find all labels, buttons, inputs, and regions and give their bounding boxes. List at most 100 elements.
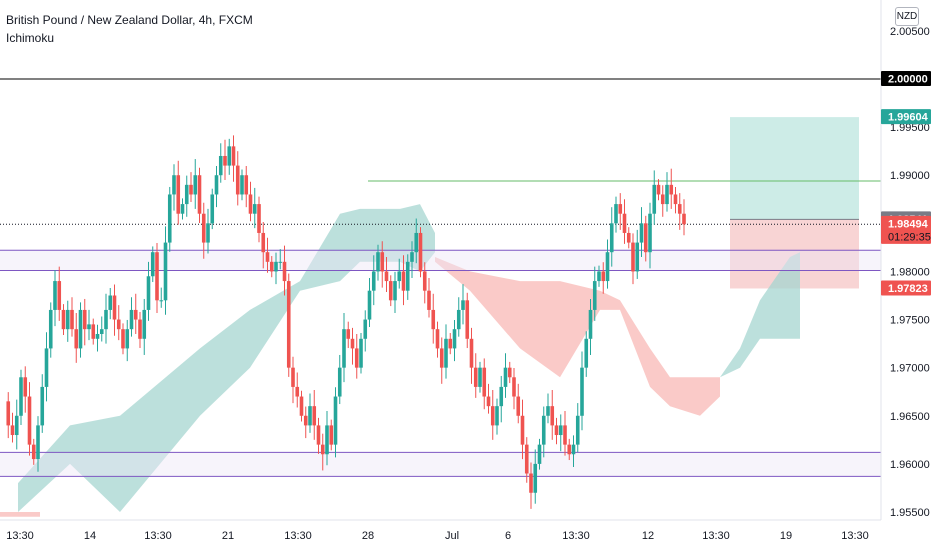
price-tag-tp[interactable]: 1.99604 <box>881 109 931 125</box>
candle[interactable] <box>682 199 686 236</box>
candle[interactable] <box>435 321 440 358</box>
candle[interactable] <box>48 302 53 358</box>
candle[interactable] <box>82 298 87 346</box>
candle[interactable] <box>592 266 597 321</box>
candle[interactable] <box>57 266 62 321</box>
symbol-title[interactable]: British Pound / New Zealand Dollar, 4h, … <box>6 13 253 27</box>
candle[interactable] <box>269 256 274 278</box>
indicator-label[interactable]: Ichimoku <box>6 31 55 45</box>
candle[interactable] <box>163 226 168 315</box>
candle[interactable] <box>320 433 325 471</box>
candle[interactable] <box>227 138 232 175</box>
candle[interactable] <box>146 261 151 321</box>
candle[interactable] <box>495 398 499 435</box>
candle[interactable] <box>31 438 36 465</box>
candle[interactable] <box>359 333 363 374</box>
candle[interactable] <box>507 361 512 384</box>
candle[interactable] <box>452 319 457 362</box>
candle[interactable] <box>635 229 640 279</box>
candle[interactable] <box>533 449 538 504</box>
candle[interactable] <box>206 208 210 254</box>
candle[interactable] <box>486 383 491 414</box>
candle[interactable] <box>605 239 610 289</box>
candle[interactable] <box>393 271 397 314</box>
candle[interactable] <box>414 218 419 264</box>
candle[interactable] <box>95 324 100 352</box>
candle[interactable] <box>554 417 559 445</box>
candle[interactable] <box>342 313 346 383</box>
candle[interactable] <box>235 151 240 206</box>
candle[interactable] <box>325 410 329 466</box>
candle[interactable] <box>14 399 19 450</box>
candle[interactable] <box>371 255 376 306</box>
currency-button[interactable]: NZD <box>895 7 919 26</box>
candle[interactable] <box>614 196 618 233</box>
candle[interactable] <box>278 249 283 270</box>
candle[interactable] <box>397 258 402 289</box>
candle[interactable] <box>567 438 572 461</box>
candle[interactable] <box>303 406 308 439</box>
candle[interactable] <box>401 255 406 306</box>
candle[interactable] <box>354 333 359 379</box>
candle[interactable] <box>546 393 550 424</box>
candle[interactable] <box>99 316 104 342</box>
candle[interactable] <box>91 318 96 345</box>
candle[interactable] <box>286 273 291 377</box>
candle[interactable] <box>316 417 321 454</box>
candle[interactable] <box>159 287 164 308</box>
take-profit-zone[interactable] <box>730 117 859 220</box>
candle[interactable] <box>631 233 635 285</box>
candle[interactable] <box>240 169 244 201</box>
candle[interactable] <box>40 374 45 433</box>
candle[interactable] <box>193 159 198 209</box>
candle[interactable] <box>6 392 11 439</box>
candle[interactable] <box>248 181 253 222</box>
candle[interactable] <box>584 331 589 377</box>
candle[interactable] <box>367 277 372 328</box>
candle[interactable] <box>19 369 23 426</box>
candle[interactable] <box>499 375 504 423</box>
candle[interactable] <box>223 139 227 181</box>
candle[interactable] <box>512 368 516 410</box>
candle[interactable] <box>180 198 185 220</box>
candle[interactable] <box>10 412 15 443</box>
candle[interactable] <box>129 297 134 337</box>
candle[interactable] <box>150 246 155 283</box>
candle[interactable] <box>639 207 644 258</box>
candle[interactable] <box>465 292 470 349</box>
candle[interactable] <box>244 165 249 208</box>
candle[interactable] <box>308 393 312 433</box>
candle[interactable] <box>218 143 223 183</box>
candle[interactable] <box>384 257 389 293</box>
candle[interactable] <box>291 356 295 404</box>
candle[interactable] <box>575 403 580 453</box>
candle[interactable] <box>563 410 567 456</box>
candle[interactable] <box>422 262 427 304</box>
candle[interactable] <box>503 353 508 398</box>
candle[interactable] <box>189 172 193 202</box>
candle[interactable] <box>473 353 478 398</box>
candle[interactable] <box>197 167 202 223</box>
candle[interactable] <box>469 327 474 384</box>
candle[interactable] <box>261 221 266 269</box>
candle[interactable] <box>431 293 436 344</box>
candle[interactable] <box>116 305 121 341</box>
candle[interactable] <box>580 351 584 431</box>
candle[interactable] <box>376 244 380 281</box>
candle[interactable] <box>295 372 300 408</box>
candle[interactable] <box>537 438 542 470</box>
candle[interactable] <box>601 262 606 294</box>
candle[interactable] <box>142 298 147 355</box>
candle[interactable] <box>380 241 385 288</box>
candle[interactable] <box>108 287 113 320</box>
candle[interactable] <box>87 309 91 341</box>
candle[interactable] <box>265 237 270 273</box>
candle[interactable] <box>550 389 555 440</box>
candle[interactable] <box>299 390 304 422</box>
candle[interactable] <box>112 284 117 336</box>
candle[interactable] <box>456 297 461 337</box>
candle[interactable] <box>65 300 70 342</box>
candle[interactable] <box>61 304 66 335</box>
candle[interactable] <box>346 321 351 349</box>
